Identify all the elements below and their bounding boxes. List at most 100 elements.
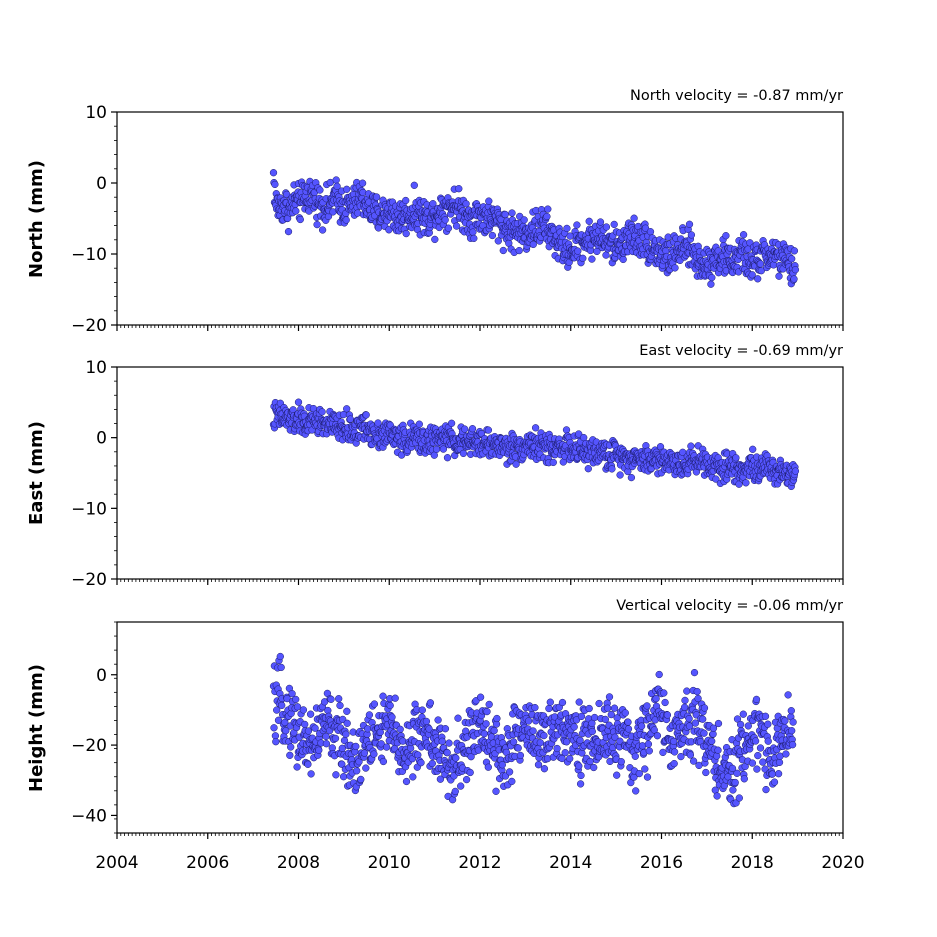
data-point xyxy=(736,720,745,729)
data-point xyxy=(644,740,653,748)
data-point xyxy=(529,727,537,735)
data-point xyxy=(409,773,417,781)
x-tick-label: 2020 xyxy=(821,853,864,873)
data-point xyxy=(588,255,596,263)
data-point xyxy=(362,411,370,419)
data-point xyxy=(444,224,453,232)
data-point xyxy=(714,719,723,728)
data-point xyxy=(732,454,740,462)
data-point xyxy=(624,725,633,733)
data-point xyxy=(753,765,761,773)
x-tick-label: 2018 xyxy=(731,853,774,873)
data-point xyxy=(515,246,523,255)
data-point xyxy=(455,185,463,193)
data-point xyxy=(272,738,280,746)
y-axis-label-height: Height (mm) xyxy=(26,664,47,792)
data-point xyxy=(553,744,561,753)
data-point xyxy=(687,442,695,450)
data-point xyxy=(789,718,797,726)
data-point xyxy=(602,223,611,231)
data-point xyxy=(422,717,431,726)
data-point xyxy=(619,255,627,264)
data-point xyxy=(540,765,549,773)
y-tick-label: 10 xyxy=(85,103,107,123)
data-point xyxy=(670,759,678,768)
data-point xyxy=(756,260,765,268)
data-point xyxy=(693,687,701,696)
data-point xyxy=(508,777,516,786)
data-point xyxy=(630,214,638,222)
y-tick-label: −10 xyxy=(71,499,107,519)
data-point xyxy=(374,419,382,427)
data-point xyxy=(754,751,762,760)
data-point xyxy=(494,237,502,245)
data-point xyxy=(304,760,312,768)
data-point xyxy=(485,197,493,205)
data-point xyxy=(708,737,716,745)
y-tick-label: 10 xyxy=(85,358,107,378)
data-point xyxy=(343,719,351,727)
data-point xyxy=(454,714,462,722)
data-point xyxy=(613,771,621,779)
data-point xyxy=(379,692,387,700)
data-point xyxy=(768,770,776,778)
data-point xyxy=(339,773,348,781)
y-tick-label: −10 xyxy=(71,245,107,265)
data-point xyxy=(663,711,672,719)
data-point xyxy=(595,699,603,708)
data-point xyxy=(714,746,722,754)
data-point xyxy=(287,743,295,751)
data-point xyxy=(627,473,636,482)
data-point xyxy=(575,698,583,706)
data-point xyxy=(431,235,439,244)
data-point xyxy=(534,761,543,769)
data-point xyxy=(379,757,388,766)
y-tick-label: 0 xyxy=(96,174,107,194)
data-point xyxy=(588,727,596,736)
data-point xyxy=(562,426,571,434)
data-point xyxy=(791,467,800,475)
data-point xyxy=(445,739,453,747)
data-point xyxy=(524,717,533,725)
data-point xyxy=(315,746,323,754)
data-point xyxy=(468,425,477,433)
data-point xyxy=(729,786,737,794)
data-point xyxy=(492,787,500,795)
data-point xyxy=(352,742,360,751)
x-tick-label: 2010 xyxy=(368,853,411,873)
data-point xyxy=(764,737,772,745)
data-point xyxy=(617,758,625,766)
data-point xyxy=(311,724,319,732)
data-point xyxy=(756,744,765,752)
x-tick-label: 2006 xyxy=(186,853,229,873)
data-point xyxy=(313,220,321,229)
data-point xyxy=(770,778,779,786)
north-axes: −20 −10 0 10 xyxy=(71,103,844,336)
data-point xyxy=(306,710,315,718)
data-point xyxy=(761,712,770,720)
data-point xyxy=(514,744,522,752)
data-point xyxy=(531,424,540,432)
data-point xyxy=(452,222,461,230)
data-point xyxy=(751,737,760,745)
data-point xyxy=(762,785,770,794)
data-point xyxy=(680,703,689,711)
data-point xyxy=(269,169,278,177)
data-point xyxy=(586,757,594,766)
data-point xyxy=(635,769,643,778)
data-point xyxy=(391,694,399,702)
data-point xyxy=(452,754,460,762)
data-point xyxy=(787,707,795,715)
data-point xyxy=(621,709,629,717)
data-point xyxy=(490,726,498,735)
data-point xyxy=(509,738,518,746)
data-point xyxy=(659,748,667,757)
data-point xyxy=(561,749,569,757)
data-point xyxy=(270,724,278,732)
data-point xyxy=(610,220,618,229)
data-point xyxy=(462,775,471,784)
data-point xyxy=(646,228,655,236)
data-point xyxy=(531,703,539,712)
data-point xyxy=(293,763,301,771)
